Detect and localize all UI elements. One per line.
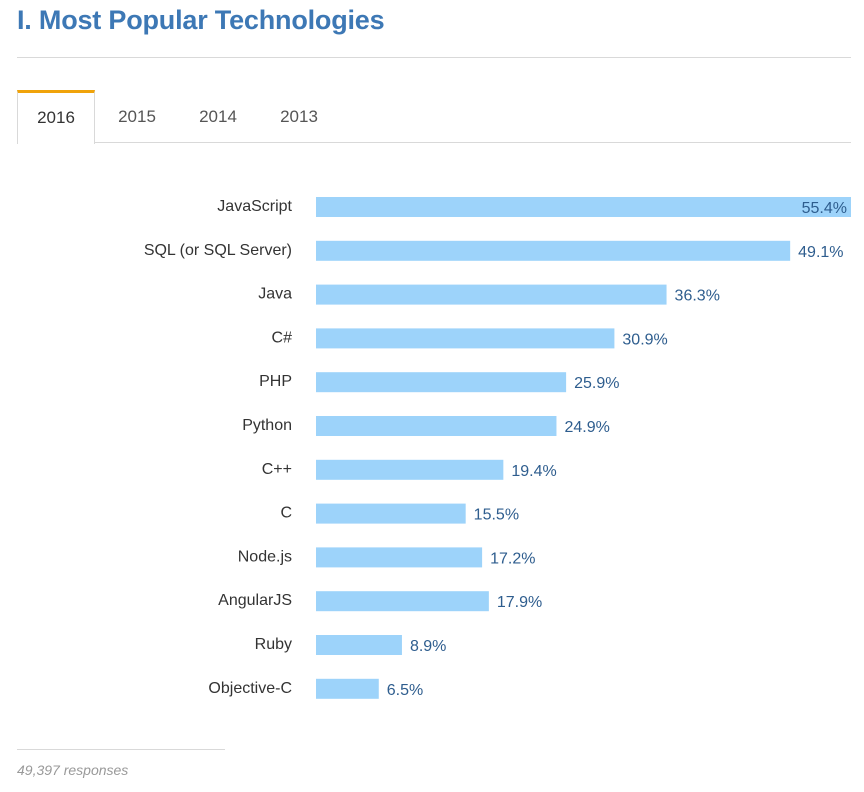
value-label: 30.9% [622,331,667,348]
title-divider [17,57,851,58]
category-label: Java [258,286,292,303]
value-label: 24.9% [564,419,609,436]
value-label: 55.4% [802,200,847,217]
category-label: Ruby [255,636,292,653]
bar [316,547,483,568]
value-label: 6.5% [387,682,423,699]
year-tabs: 2016 2015 2014 2013 [17,90,851,144]
category-label: C++ [262,461,292,478]
category-label: SQL (or SQL Server) [144,242,292,259]
bar [316,328,615,349]
bar [316,678,379,699]
bar [316,459,504,480]
bar [316,240,791,261]
page-title: I. Most Popular Technologies [17,5,385,35]
category-label: C# [272,329,293,346]
value-label: 25.9% [574,375,619,392]
footer-divider [17,749,225,750]
tab-2016[interactable]: 2016 [17,90,95,144]
response-count: 49,397 responses [17,762,129,778]
bar [316,591,489,612]
value-label: 19.4% [511,463,556,480]
category-label: C [280,505,292,522]
category-label: JavaScript [217,198,292,215]
bar [316,197,851,217]
value-label: 15.5% [474,507,519,524]
category-label: Objective-C [208,680,292,697]
value-label: 8.9% [410,638,446,655]
bar [316,284,667,305]
value-label: 36.3% [675,288,720,305]
value-label: 49.1% [798,244,843,261]
tab-2015[interactable]: 2015 [118,107,156,126]
category-label: PHP [259,373,292,390]
bar [316,372,567,393]
technologies-bar-chart: JavaScript 55.4% SQL (or SQL Server) 49.1% J… [144,197,851,699]
bar [316,416,557,436]
bar [316,503,466,524]
category-label: Node.js [238,548,292,565]
category-label: Python [242,417,292,434]
tab-2013[interactable]: 2013 [280,107,318,126]
bar [316,635,402,655]
category-label: AngularJS [218,592,292,609]
value-label: 17.9% [497,594,542,611]
value-label: 17.2% [490,550,535,567]
tab-2014[interactable]: 2014 [199,107,237,126]
